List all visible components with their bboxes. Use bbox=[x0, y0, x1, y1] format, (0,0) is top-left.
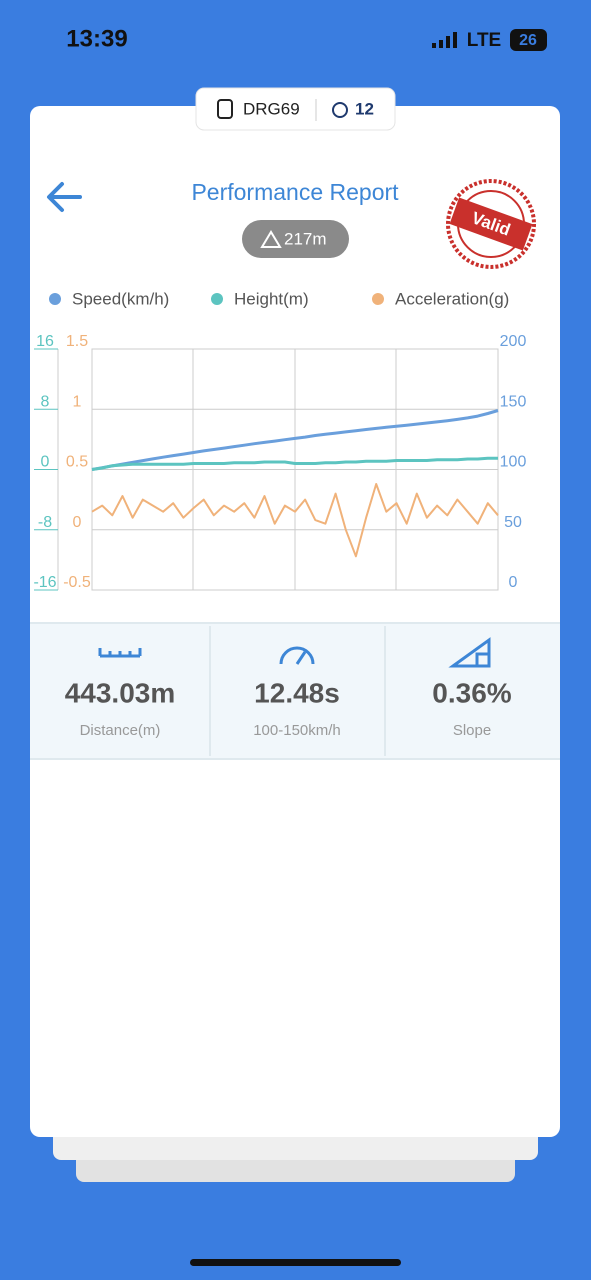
ruler-icon bbox=[98, 648, 142, 658]
series-line bbox=[91, 456, 498, 471]
tick-label: 1.5 bbox=[66, 333, 88, 350]
tick-label: 100 bbox=[500, 454, 527, 471]
battery-level: 26 bbox=[519, 32, 537, 49]
device-icon bbox=[217, 99, 233, 119]
tick-label: -0.5 bbox=[63, 574, 91, 591]
legend-label: Speed(km/h) bbox=[72, 289, 169, 308]
tick-label: 16 bbox=[36, 333, 54, 350]
tick-label: 0 bbox=[41, 454, 50, 471]
satellite-icon bbox=[332, 102, 348, 118]
tick-label: 200 bbox=[500, 333, 527, 350]
stat-label: Slope bbox=[453, 722, 491, 739]
signal-icon bbox=[432, 32, 457, 48]
tick-label: 1 bbox=[73, 393, 82, 410]
network: LTE bbox=[467, 30, 501, 51]
series-line bbox=[91, 483, 499, 558]
title: Performance Report bbox=[191, 179, 399, 205]
stat-label: Distance(m) bbox=[80, 722, 161, 739]
stat-label: 100-150km/h bbox=[253, 722, 341, 739]
altitude-icon bbox=[260, 230, 282, 248]
tick-label: 0 bbox=[509, 574, 518, 591]
altitude: 217m bbox=[284, 229, 327, 248]
tick-label: 150 bbox=[500, 393, 527, 410]
tick-label: 0 bbox=[73, 514, 82, 531]
device-name: DRG69 bbox=[243, 99, 300, 118]
tick-label: -16 bbox=[33, 574, 56, 591]
legend-label: Height(m) bbox=[234, 289, 309, 308]
tick-label: 50 bbox=[504, 514, 522, 531]
legend-marker bbox=[372, 293, 384, 305]
back-button[interactable] bbox=[47, 182, 82, 212]
tick-label: 8 bbox=[41, 393, 50, 410]
time: 13:39 bbox=[66, 25, 127, 52]
altitude-pill bbox=[242, 220, 349, 258]
home-indicator bbox=[190, 1259, 401, 1266]
card bbox=[30, 106, 560, 1137]
device-pill bbox=[195, 87, 396, 131]
battery bbox=[510, 29, 547, 51]
stat-value: 443.03m bbox=[65, 677, 176, 708]
stat-value: 12.48s bbox=[254, 677, 340, 708]
tick-label: 0.5 bbox=[66, 454, 88, 471]
legend-marker bbox=[49, 293, 61, 305]
legend-label: Acceleration(g) bbox=[395, 289, 509, 308]
legend-marker bbox=[211, 293, 223, 305]
stat-value: 0.36% bbox=[432, 677, 511, 708]
stats-panel bbox=[30, 623, 560, 759]
series-line bbox=[91, 409, 499, 471]
slope-icon bbox=[448, 637, 491, 668]
satellite-count: 12 bbox=[355, 99, 374, 118]
gauge-icon bbox=[279, 646, 315, 665]
tick-label: -8 bbox=[38, 514, 52, 531]
